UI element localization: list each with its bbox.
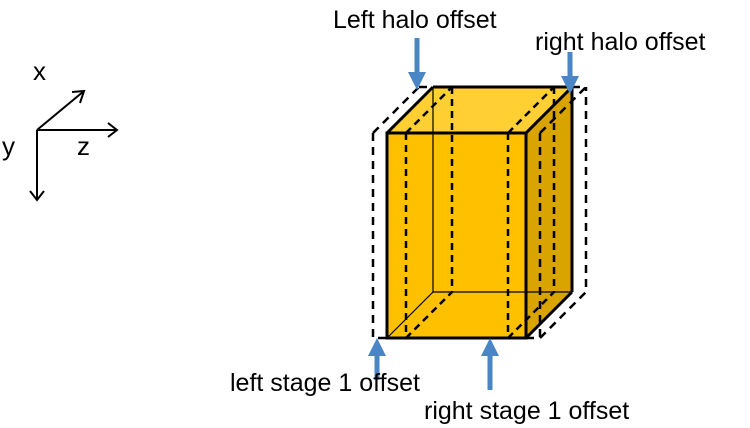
x-axis-arrowhead: [71, 89, 86, 104]
right-stage-arrow: [481, 338, 499, 390]
box-side-face: [526, 87, 572, 338]
halo-dashed-box: [371, 85, 588, 340]
pointer-arrows: [368, 38, 579, 390]
left-stage-arrow: [368, 338, 386, 380]
y-axis-arrowhead: [29, 190, 45, 202]
right-stage-label: right stage 1 offset: [424, 397, 629, 425]
box-hidden-edges: [386, 87, 572, 339]
x-axis-label: x: [33, 56, 46, 86]
z-axis-arrowhead: [107, 122, 119, 138]
x-axis-line: [36, 90, 85, 131]
left-stage-label: left stage 1 offset: [230, 369, 420, 397]
stage-offset-planes: [404, 86, 556, 339]
right-halo-label: right halo offset: [535, 28, 706, 56]
left-halo-label: Left halo offset: [333, 6, 497, 34]
z-axis-label: z: [77, 131, 90, 161]
box-front-face: [387, 133, 526, 338]
y-axis-label: y: [2, 131, 15, 161]
right-halo-arrow: [561, 52, 579, 94]
coordinate-axes: [29, 89, 119, 202]
left-halo-arrow: [408, 38, 426, 90]
